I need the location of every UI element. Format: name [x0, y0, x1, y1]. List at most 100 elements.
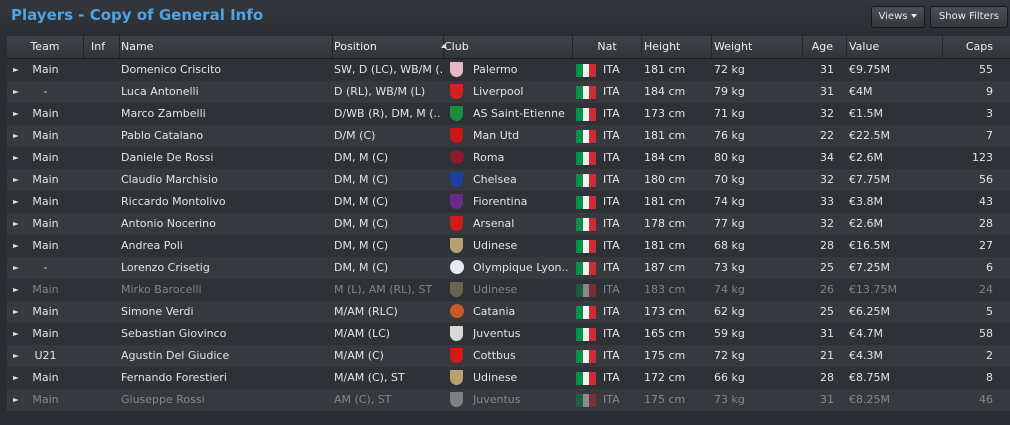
player-name[interactable]: Fernando Forestieri: [121, 371, 227, 384]
column-header-value[interactable]: Value: [847, 36, 943, 58]
column-header-team[interactable]: Team: [7, 36, 84, 58]
player-name[interactable]: Daniele De Rossi: [121, 151, 214, 164]
show-filters-button[interactable]: Show Filters: [930, 6, 1008, 28]
table-row[interactable]: Main Riccardo Montolivo DM, M (C) Fiorentin…: [7, 191, 1010, 213]
row-expand-icon[interactable]: [13, 200, 19, 204]
row-expand-icon[interactable]: [13, 134, 19, 138]
inf-cell: [91, 213, 119, 235]
club-name[interactable]: Arsenal: [473, 217, 515, 230]
italy-flag-icon: [576, 196, 597, 209]
value-cell: €2.6M: [849, 217, 883, 230]
column-header-height[interactable]: Height: [642, 36, 712, 58]
inf-cell: [91, 389, 119, 411]
row-expand-icon[interactable]: [13, 68, 19, 72]
age-cell: 22: [820, 129, 834, 142]
club-name[interactable]: Fiorentina: [473, 195, 528, 208]
row-expand-icon[interactable]: [13, 266, 19, 270]
caps-cell: 7: [986, 129, 993, 142]
player-name[interactable]: Antonio Nocerino: [121, 217, 216, 230]
row-expand-icon[interactable]: [13, 244, 19, 248]
position-cell: M (L), AM (RL), ST: [334, 283, 433, 296]
player-name[interactable]: Claudio Marchisio: [121, 173, 218, 186]
club-name[interactable]: Catania: [473, 305, 516, 318]
weight-cell: 62 kg: [714, 305, 745, 318]
player-name[interactable]: Luca Antonelli: [121, 85, 199, 98]
row-expand-icon[interactable]: [13, 398, 19, 402]
nationality-cell: ITA: [603, 393, 620, 406]
table-row[interactable]: Main Antonio Nocerino DM, M (C) Arsenal ITA 1…: [7, 213, 1010, 235]
row-expand-icon[interactable]: [13, 156, 19, 160]
table-row[interactable]: Main Sebastian Giovinco M/AM (LC) Juventus I…: [7, 323, 1010, 345]
column-header-name[interactable]: Name: [120, 36, 333, 58]
column-header-nat[interactable]: Nat: [573, 36, 642, 58]
table-row[interactable]: Main Mirko Barocelli M (L), AM (RL), ST Udi…: [7, 279, 1010, 301]
table-row[interactable]: Main Daniele De Rossi DM, M (C) Roma ITA 184 …: [7, 147, 1010, 169]
inf-cell: [91, 103, 119, 125]
player-name[interactable]: Riccardo Montolivo: [121, 195, 226, 208]
column-header-club[interactable]: Club: [444, 36, 573, 58]
table-row[interactable]: Main Andrea Poli DM, M (C) Udinese ITA 181 cm…: [7, 235, 1010, 257]
position-cell: DM, M (C): [334, 217, 389, 230]
club-name[interactable]: AS Saint-Etienne: [473, 107, 565, 120]
column-header-inf[interactable]: Inf: [84, 36, 120, 58]
club-name[interactable]: Udinese: [473, 239, 518, 252]
table-row[interactable]: Main Domenico Criscito SW, D (LC), WB/M (.…: [7, 59, 1010, 81]
row-expand-icon[interactable]: [13, 332, 19, 336]
row-expand-icon[interactable]: [13, 90, 19, 94]
player-name[interactable]: Andrea Poli: [121, 239, 183, 252]
club-name[interactable]: Juventus: [473, 393, 521, 406]
row-expand-icon[interactable]: [13, 288, 19, 292]
caps-cell: 56: [979, 173, 993, 186]
player-name[interactable]: Simone Verdi: [121, 305, 194, 318]
table-row[interactable]: U21 Agustin Del Giudice M/AM (C) Cottbus ITA…: [7, 345, 1010, 367]
table-row[interactable]: Main Pablo Catalano D/M (C) Man Utd ITA 181 c…: [7, 125, 1010, 147]
age-cell: 28: [820, 239, 834, 252]
table-row[interactable]: Main Simone Verdi M/AM (RLC) Catania ITA 173 …: [7, 301, 1010, 323]
player-name[interactable]: Marco Zambelli: [121, 107, 206, 120]
position-cell: DM, M (C): [334, 239, 389, 252]
table-row[interactable]: Main Claudio Marchisio DM, M (C) Chelsea ITA…: [7, 169, 1010, 191]
club-name[interactable]: Olympique Lyon..: [473, 261, 569, 274]
views-label: Views: [878, 11, 908, 22]
column-header-caps[interactable]: Caps: [965, 40, 993, 53]
table-row[interactable]: - Lorenzo Crisetig DM, M (C) Olympique Lyon…: [7, 257, 1010, 279]
club-name[interactable]: Udinese: [473, 371, 518, 384]
table-row[interactable]: - Luca Antonelli D (RL), WB/M (L) Liverpool…: [7, 81, 1010, 103]
table-row[interactable]: Main Marco Zambelli D/WB (R), DM, M (.. AS …: [7, 103, 1010, 125]
row-expand-icon[interactable]: [13, 354, 19, 358]
club-name[interactable]: Chelsea: [473, 173, 517, 186]
club-name[interactable]: Palermo: [473, 63, 518, 76]
club-name[interactable]: Man Utd: [473, 129, 520, 142]
row-expand-icon[interactable]: [13, 310, 19, 314]
column-header-position[interactable]: Position: [333, 36, 444, 58]
table-row[interactable]: Main Fernando Forestieri M/AM (C), ST Udine…: [7, 367, 1010, 389]
player-name[interactable]: Agustin Del Giudice: [121, 349, 230, 362]
views-button[interactable]: Views: [871, 6, 925, 28]
height-cell: 180 cm: [644, 173, 686, 186]
inf-cell: [91, 59, 119, 81]
player-name[interactable]: Domenico Criscito: [121, 63, 222, 76]
row-expand-icon[interactable]: [13, 112, 19, 116]
club-name[interactable]: Liverpool: [473, 85, 524, 98]
table-row[interactable]: Main Giuseppe Rossi AM (C), ST Juventus ITA 1…: [7, 389, 1010, 411]
club-name[interactable]: Roma: [473, 151, 505, 164]
position-cell: DM, M (C): [334, 173, 389, 186]
row-expand-icon[interactable]: [13, 178, 19, 182]
club-name[interactable]: Cottbus: [473, 349, 516, 362]
column-header-weight[interactable]: Weight: [712, 36, 803, 58]
nationality-cell: ITA: [603, 63, 620, 76]
inf-cell: [91, 81, 119, 103]
club-name[interactable]: Udinese: [473, 283, 518, 296]
player-name[interactable]: Lorenzo Crisetig: [121, 261, 210, 274]
player-name[interactable]: Sebastian Giovinco: [121, 327, 227, 340]
weight-cell: 79 kg: [714, 85, 745, 98]
player-name[interactable]: Mirko Barocelli: [121, 283, 202, 296]
club-name[interactable]: Juventus: [473, 327, 521, 340]
team-cell: Main: [32, 195, 59, 208]
player-name[interactable]: Pablo Catalano: [121, 129, 204, 142]
weight-cell: 72 kg: [714, 349, 745, 362]
player-name[interactable]: Giuseppe Rossi: [121, 393, 205, 406]
row-expand-icon[interactable]: [13, 376, 19, 380]
row-expand-icon[interactable]: [13, 222, 19, 226]
column-header-age[interactable]: Age: [803, 36, 847, 58]
